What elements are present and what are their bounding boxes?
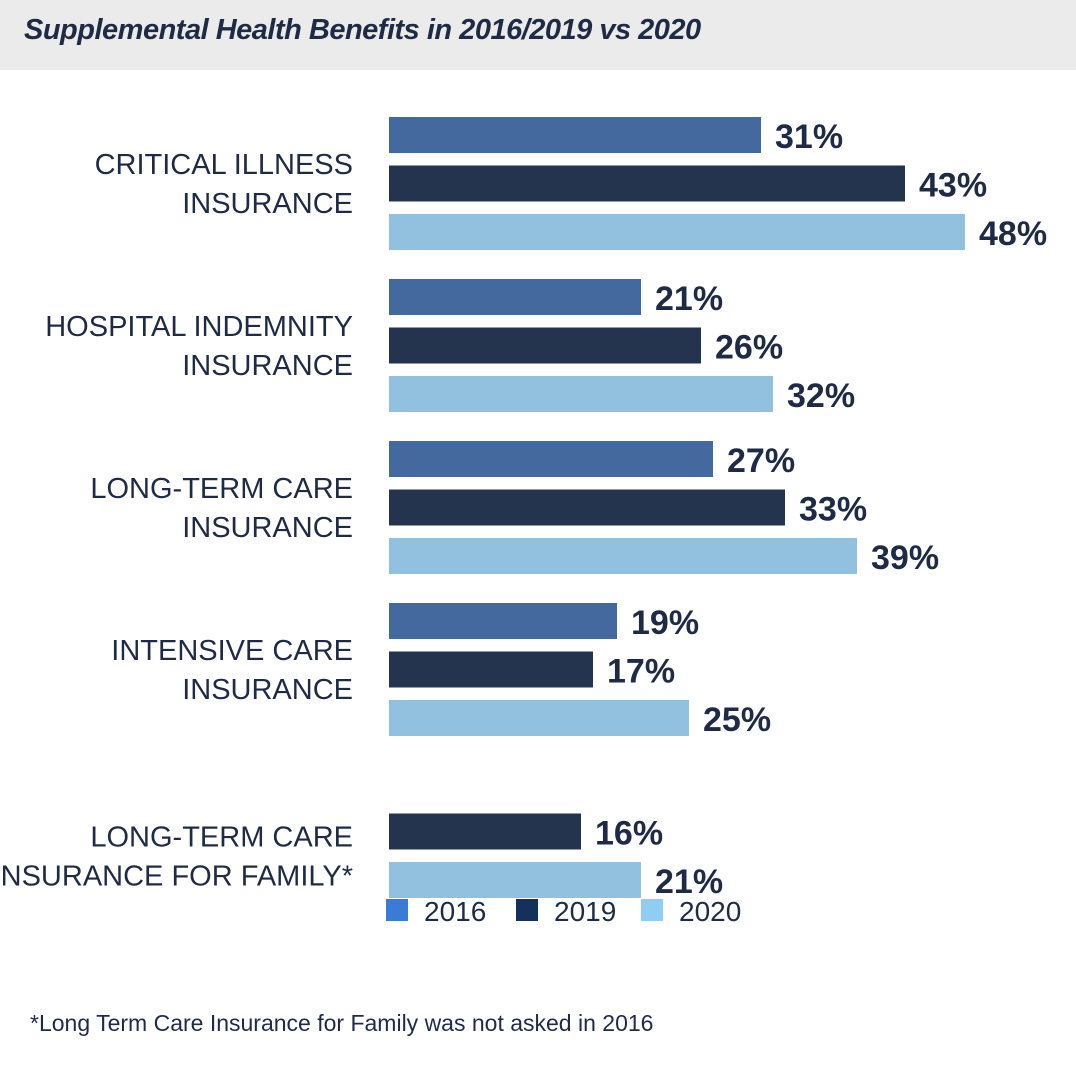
chart-title: Supplemental Health Benefits in 2016/201… [24, 14, 701, 46]
data-label: 31% [775, 118, 843, 156]
legend-label-2020: 2020 [679, 896, 741, 927]
data-label: 48% [979, 215, 1047, 253]
category-label: INSURANCE [182, 674, 353, 706]
data-label: 21% [655, 863, 723, 901]
data-label: 17% [607, 653, 675, 691]
bar-2019 [389, 165, 905, 202]
category-label: INTENSIVE CARE [111, 635, 353, 667]
category-label: LONG-TERM CARE [90, 473, 353, 505]
bar-2020 [389, 538, 857, 574]
data-label: 27% [727, 442, 795, 480]
legend-label-2019: 2019 [554, 896, 616, 927]
bar-group: 27%33%39% LONG-TERM CARE INSURANCE [90, 441, 939, 577]
legend: 2016 2019 2020 [386, 896, 741, 927]
data-label: 32% [787, 377, 855, 415]
bar-group: 31% 43% 48% CRITICAL ILLNESS INSURANCE [95, 117, 1047, 253]
category-label: INSURANCE [182, 188, 353, 220]
bar-2019 [389, 813, 581, 850]
bar-2016 [389, 603, 617, 639]
legend-swatch-2016 [386, 899, 408, 921]
legend-swatch-2020 [641, 899, 663, 921]
title-band [0, 0, 1076, 70]
bar-2020 [389, 862, 641, 898]
bar-2019 [389, 651, 593, 688]
data-label: 39% [871, 539, 939, 577]
category-label: INSURANCE [182, 512, 353, 544]
data-label: 19% [631, 604, 699, 642]
bar-chart: 31% 43% 48% CRITICAL ILLNESS INSURANCE 21% 26%… [0, 117, 1047, 927]
bar-2019 [389, 489, 785, 526]
bar-group: 19% 17% 25% INTENSIVE CARE INSURANCE [111, 603, 771, 739]
bar-group: 16% 21% LONG-TERM CARE INSURANCE FOR FAMILY… [0, 813, 723, 901]
bar-2020 [389, 376, 773, 412]
bar-group: 21% 26%32% HOSPITAL INDEMNITY INSURANCE [45, 279, 855, 415]
legend-swatch-2019 [516, 899, 538, 921]
footnote: *Long Term Care Insurance for Family was… [30, 1010, 654, 1036]
data-label: 25% [703, 701, 771, 739]
data-label: 16% [595, 815, 663, 853]
category-label: HOSPITAL INDEMNITY [45, 311, 353, 343]
legend-label-2016: 2016 [424, 896, 486, 927]
category-label: INSURANCE [182, 350, 353, 382]
bar-2019 [389, 327, 701, 364]
data-label: 26% [715, 329, 783, 367]
data-label: 21% [655, 280, 723, 318]
bar-2020 [389, 214, 965, 250]
category-label: CRITICAL ILLNESS [95, 149, 353, 181]
data-label: 43% [919, 167, 987, 205]
bar-2016 [389, 117, 761, 153]
bar-2016 [389, 279, 641, 315]
data-label: 33% [799, 491, 867, 529]
category-label: LONG-TERM CARE [90, 821, 353, 853]
category-label: INSURANCE FOR FAMILY* [0, 860, 353, 892]
bar-2016 [389, 441, 713, 477]
bar-2020 [389, 700, 689, 736]
